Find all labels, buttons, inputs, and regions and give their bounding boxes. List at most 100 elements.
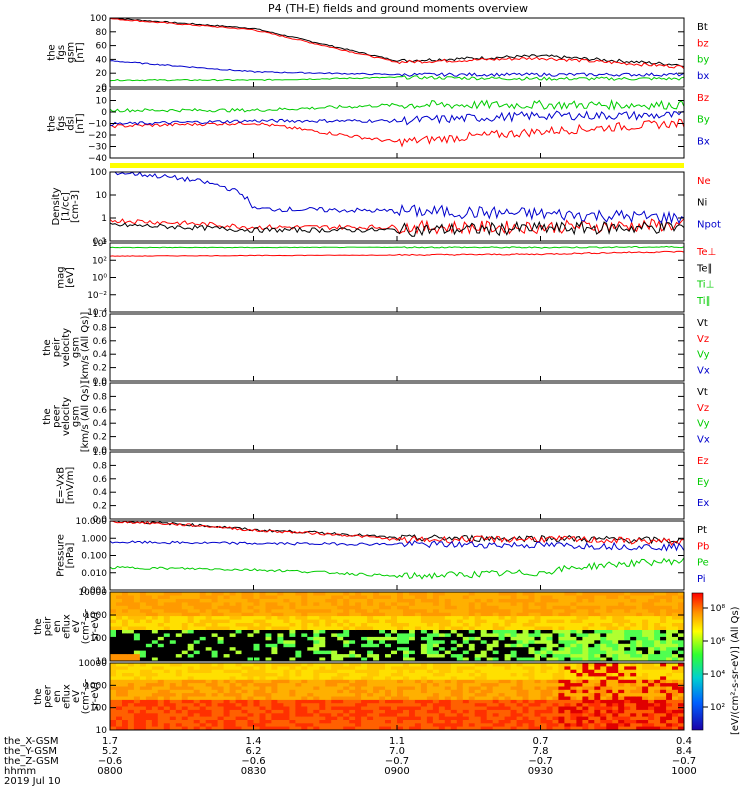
spectrogram-cell (648, 716, 655, 721)
spectrogram-cell (510, 699, 517, 704)
spectrogram-cell (486, 602, 494, 607)
spectrogram-cell (307, 616, 314, 620)
spectrogram-cell (498, 657, 505, 662)
y-tick-label: 10 (96, 657, 108, 667)
spectrogram-cell (486, 619, 494, 624)
spectrogram-cell (468, 592, 476, 596)
spectrogram-cell (229, 647, 236, 652)
spectrogram-cell (450, 683, 458, 687)
x-axis-value: 0900 (384, 766, 409, 777)
spectrogram-cell (576, 605, 583, 610)
spectrogram-cell (122, 657, 129, 662)
spectrogram-cell (648, 696, 655, 701)
spectrogram-cell (666, 726, 673, 731)
spectrogram-cell (480, 699, 488, 704)
spectrogram-cell (588, 598, 595, 603)
spectrogram-cell (283, 623, 290, 627)
spectrogram-cell (462, 592, 470, 596)
spectrogram-cell (229, 654, 236, 658)
spectrogram-cell (438, 709, 446, 714)
spectrogram-cell (169, 616, 177, 620)
spectrogram-cell (534, 657, 541, 662)
spectrogram-cell (259, 633, 266, 638)
spectrogram-cell (127, 626, 135, 631)
y-tick-label: 10⁴ (92, 239, 107, 249)
spectrogram-cell (283, 706, 290, 711)
spectrogram-cell (522, 716, 529, 721)
spectrogram-cell (426, 706, 434, 711)
spectrogram-cell (516, 679, 523, 684)
spectrogram-cell (193, 703, 201, 707)
spectrogram-cell (122, 654, 129, 658)
spectrogram-cell (277, 616, 284, 620)
spectrogram-cell (313, 650, 320, 655)
spectrogram-cell (277, 666, 284, 671)
spectrogram-cell (504, 595, 511, 600)
spectrogram-cell (648, 612, 655, 617)
spectrogram-cell (379, 679, 386, 684)
spectrogram-cell (403, 679, 410, 684)
spectrogram-cell (570, 720, 577, 724)
spectrogram-cell (438, 657, 446, 662)
spectrogram-cell (409, 720, 416, 724)
spectrogram-cell (564, 666, 571, 671)
spectrogram-cell (385, 713, 392, 718)
spectrogram-cell (133, 657, 141, 662)
spectrogram-cell (193, 619, 201, 624)
spectrogram-cell (612, 673, 619, 677)
spectrogram-cell (331, 723, 338, 728)
spectrogram-cell (588, 713, 595, 718)
spectrogram-cell (301, 726, 308, 731)
spectrogram-cell (414, 657, 422, 662)
spectrogram-cell (277, 609, 284, 614)
spectrogram-cell (289, 616, 296, 620)
spectrogram-cell (540, 647, 547, 652)
spectrogram-cell (642, 605, 649, 610)
spectrogram-cell (552, 595, 559, 600)
spectrogram-cell (588, 630, 595, 634)
panel-frame (109, 520, 685, 591)
spectrogram-cell (337, 636, 344, 641)
spectrogram-cell (205, 657, 213, 662)
spectrogram-cell (678, 676, 685, 681)
spectrogram-cell (516, 643, 523, 648)
series-line-3-0 (109, 250, 685, 257)
spectrogram-cell (432, 633, 440, 638)
spectrogram-cell (474, 619, 482, 624)
spectrogram-cell (151, 598, 159, 603)
spectrogram-cell (217, 619, 224, 624)
spectrogram-cell (391, 640, 398, 645)
spectrogram-cell (211, 609, 218, 614)
spectrogram-cell (325, 696, 332, 701)
spectrogram-cell (588, 654, 595, 658)
spectrogram-cell (660, 595, 667, 600)
spectrogram-cell (379, 676, 386, 681)
spectrogram-cell (127, 723, 135, 728)
spectrogram-cell (672, 647, 679, 652)
spectrogram-cell (163, 612, 171, 617)
spectrogram-cell (594, 605, 601, 610)
spectrogram-cell (612, 663, 619, 667)
spectrogram-cell (666, 686, 673, 691)
spectrogram-cell (612, 703, 619, 707)
spectrogram-cell (624, 693, 631, 697)
spectrogram-cell (606, 612, 613, 617)
spectrogram-cell (504, 636, 511, 641)
spectrogram-cell (462, 657, 470, 662)
spectrogram-cell (450, 663, 458, 667)
spectrogram-cell (265, 650, 272, 655)
spectrogram-cell (522, 612, 529, 617)
spectrogram-cell (570, 630, 577, 634)
spectrogram-cell (205, 626, 213, 631)
spectrogram-cell (403, 643, 410, 648)
spectrogram-cell (456, 612, 464, 617)
spectrogram-cell (295, 699, 302, 704)
spectrogram-cell (181, 654, 189, 658)
spectrogram-cell (409, 713, 416, 718)
spectrogram-cell (313, 693, 320, 697)
spectrogram-cell (409, 598, 416, 603)
spectrogram-cell (546, 609, 553, 614)
spectrogram-cell (648, 726, 655, 731)
spectrogram-cell (116, 636, 123, 641)
spectrogram-cell (175, 595, 183, 600)
